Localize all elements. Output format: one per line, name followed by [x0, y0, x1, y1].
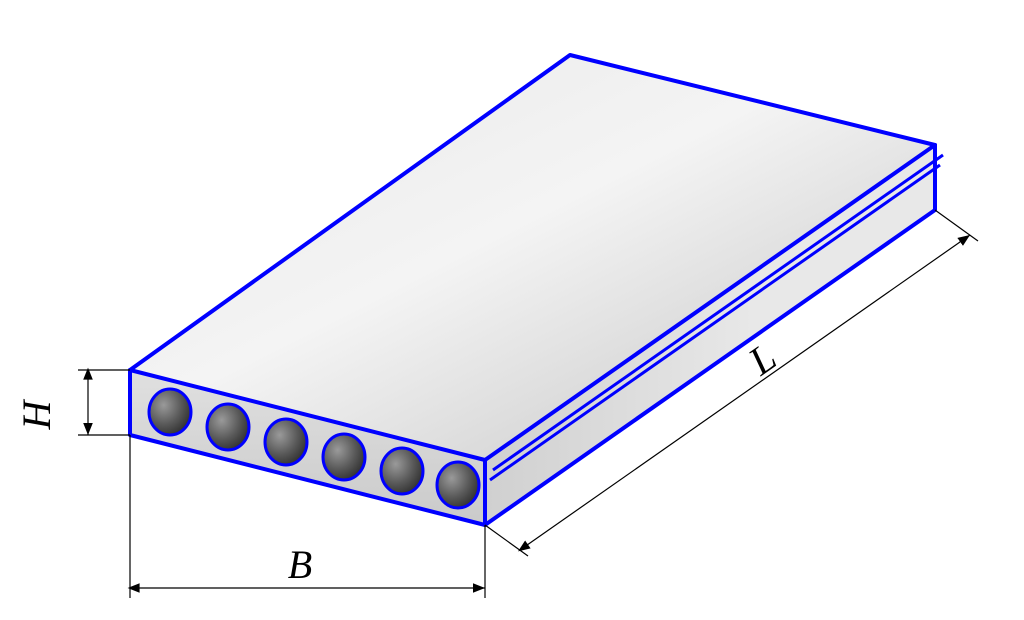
label-B: B [288, 542, 312, 587]
hollow-core-slab-diagram: H B L [0, 0, 1024, 620]
label-H: H [14, 398, 59, 430]
dimension-H [78, 370, 130, 435]
label-L: L [739, 334, 784, 384]
